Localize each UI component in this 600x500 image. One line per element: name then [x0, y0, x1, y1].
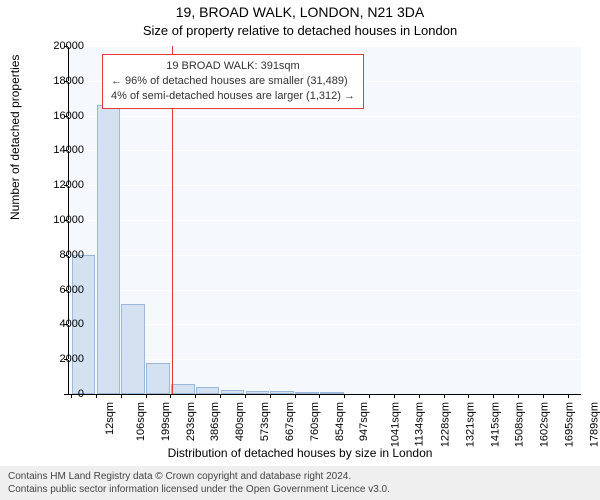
- xtick-mark: [319, 394, 320, 398]
- xtick-label: 1041sqm: [390, 402, 402, 447]
- gridline: [68, 116, 580, 117]
- xtick-mark: [270, 394, 271, 398]
- footer-line-2: Contains public sector information licen…: [8, 483, 592, 496]
- histogram-bar: [196, 387, 219, 394]
- xtick-mark: [96, 394, 97, 398]
- footer: Contains HM Land Registry data © Crown c…: [0, 466, 600, 500]
- xtick-mark: [444, 394, 445, 398]
- gridline: [68, 150, 580, 151]
- xtick-mark: [344, 394, 345, 398]
- gridline: [68, 220, 580, 221]
- xtick-mark: [543, 394, 544, 398]
- histogram-bar: [246, 391, 269, 394]
- xtick-mark: [195, 394, 196, 398]
- x-axis-label: Distribution of detached houses by size …: [0, 446, 600, 460]
- ytick-label: 16000: [34, 110, 84, 122]
- xtick-label: 667sqm: [284, 402, 296, 441]
- ytick-label: 12000: [34, 179, 84, 191]
- xtick-mark: [493, 394, 494, 398]
- xtick-mark: [220, 394, 221, 398]
- histogram-bar: [97, 105, 120, 394]
- xtick-mark: [146, 394, 147, 398]
- ytick-label: 8000: [34, 249, 84, 261]
- ytick-label: 18000: [34, 75, 84, 87]
- xtick-mark: [170, 394, 171, 398]
- histogram-bar: [270, 391, 294, 394]
- xtick-label: 1508sqm: [514, 402, 526, 447]
- xtick-label: 106sqm: [135, 402, 147, 441]
- xtick-label: 760sqm: [309, 402, 321, 441]
- xtick-mark: [394, 394, 395, 398]
- y-axis-label: Number of detached properties: [8, 55, 22, 220]
- xtick-label: 386sqm: [210, 402, 222, 441]
- info-line: 19 BROAD WALK: 391sqm: [111, 59, 355, 74]
- gridline: [68, 185, 580, 186]
- xtick-mark: [468, 394, 469, 398]
- histogram-bar: [171, 384, 195, 394]
- xtick-label: 1789sqm: [588, 402, 600, 447]
- info-line: ← 96% of detached houses are smaller (31…: [111, 74, 355, 89]
- gridline: [68, 46, 580, 47]
- xtick-label: 293sqm: [185, 402, 197, 441]
- histogram-bar: [221, 390, 245, 394]
- xtick-label: 854sqm: [334, 402, 346, 441]
- ytick-label: 0: [34, 388, 84, 400]
- histogram-bar: [320, 392, 344, 394]
- info-box: 19 BROAD WALK: 391sqm← 96% of detached h…: [102, 54, 364, 109]
- xtick-mark: [518, 394, 519, 398]
- xtick-mark: [245, 394, 246, 398]
- ytick-label: 14000: [34, 144, 84, 156]
- page-subtitle: Size of property relative to detached ho…: [0, 23, 600, 38]
- xtick-label: 947sqm: [358, 402, 370, 441]
- histogram-bar: [146, 363, 169, 394]
- xtick-label: 1602sqm: [538, 402, 550, 447]
- xtick-label: 573sqm: [259, 402, 271, 441]
- ytick-label: 10000: [34, 214, 84, 226]
- xtick-label: 1415sqm: [489, 402, 501, 447]
- footer-line-1: Contains HM Land Registry data © Crown c…: [8, 470, 592, 483]
- xtick-label: 1134sqm: [413, 402, 425, 446]
- xtick-label: 12sqm: [104, 402, 116, 435]
- xtick-mark: [121, 394, 122, 398]
- xtick-label: 199sqm: [160, 402, 172, 441]
- gridline: [68, 255, 580, 256]
- ytick-label: 2000: [34, 353, 84, 365]
- histogram-bar: [121, 304, 145, 394]
- gridline: [68, 290, 580, 291]
- info-line: 4% of semi-detached houses are larger (1…: [111, 89, 355, 104]
- histogram-plot: 12sqm106sqm199sqm293sqm386sqm480sqm573sq…: [68, 46, 580, 394]
- xtick-mark: [568, 394, 569, 398]
- page-title: 19, BROAD WALK, LONDON, N21 3DA: [0, 4, 600, 20]
- histogram-bar: [295, 392, 318, 394]
- xtick-label: 1695sqm: [563, 402, 575, 447]
- xtick-label: 1228sqm: [439, 402, 451, 447]
- xtick-label: 480sqm: [235, 402, 247, 441]
- ytick-label: 6000: [34, 284, 84, 296]
- xtick-label: 1321sqm: [464, 402, 476, 447]
- xtick-mark: [419, 394, 420, 398]
- xtick-mark: [369, 394, 370, 398]
- ytick-label: 20000: [34, 40, 84, 52]
- ytick-label: 4000: [34, 318, 84, 330]
- xtick-mark: [295, 394, 296, 398]
